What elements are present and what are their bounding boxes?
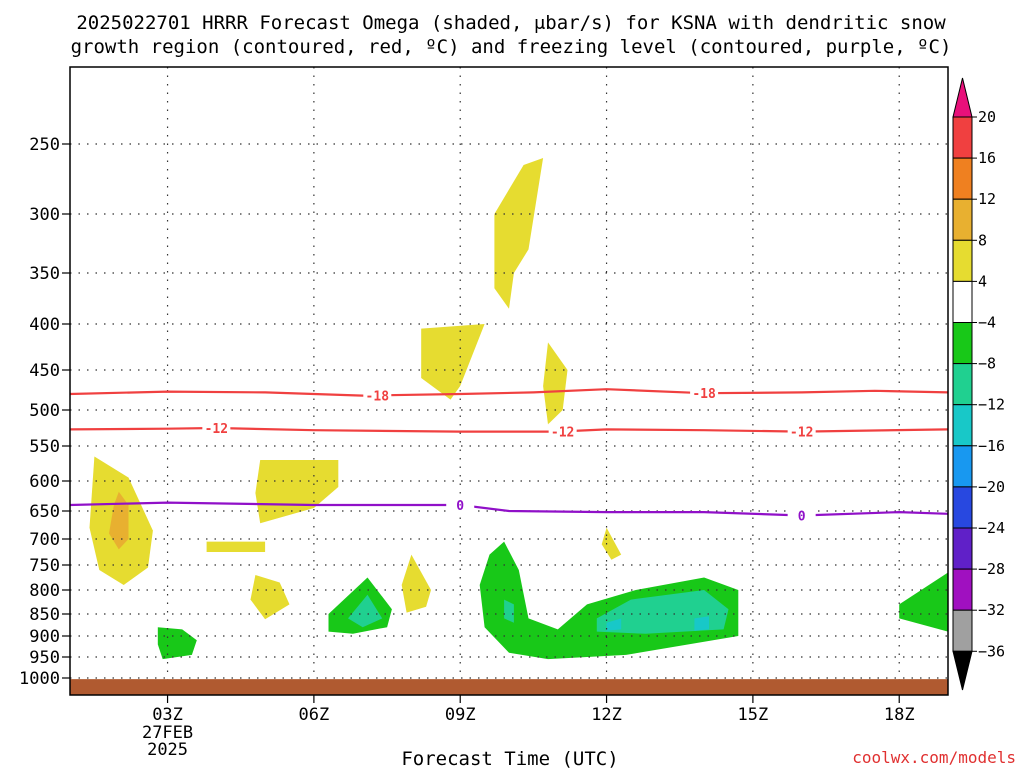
contour-label--18-0: -18 [366,389,390,404]
plot-contents: -18 -18 -12 -12 -12 0 0 [70,67,948,695]
x-tick-sub-date: 27FEB [142,723,193,743]
omega-region-8 [543,342,568,425]
x-axis-label: Forecast Time (UTC) [401,748,618,768]
x-tick-label-09Z: 09Z [445,705,476,725]
omega-region-9 [601,527,622,560]
colorbar-label-8: −16 [978,437,1005,455]
y-tick-label-700: 700 [29,530,60,550]
omega-region-6 [421,324,485,400]
colorbar-segment-8 [952,445,973,488]
colorbar-label-11: −28 [978,560,1005,578]
colorbar-label-7: −12 [978,396,1005,414]
y-tick-label-650: 650 [29,502,60,522]
colorbar: 20 16 12 8 4 −4 −8 −12 −16 −20 −24 −28 −32 −36 [952,77,1005,691]
x-tick-label-15Z: 15Z [738,705,769,725]
colorbar-segment-2 [952,198,973,241]
colorbar-label-10: −24 [978,519,1005,537]
contour-label-bg [690,385,719,402]
y-tick-label-400: 400 [29,315,60,335]
y-tick-label-800: 800 [29,581,60,601]
contour-label-bg [548,423,577,440]
colorbar-segment-11 [952,568,973,611]
colorbar-label-5: −4 [978,314,996,332]
omega-region-5 [401,554,431,613]
contour-label-bg [787,507,816,524]
omega-region-3 [255,460,339,524]
colorbar-segment-5 [952,322,973,365]
colorbar-label-4: 4 [978,272,987,290]
y-tick-label-500: 500 [29,401,60,421]
y-tick-label-300: 300 [29,205,60,225]
y-tick-label-450: 450 [29,361,60,381]
colorbar-segment-4 [952,280,973,323]
chart-title-line-2: growth region (contoured, red, ºC) and f… [71,36,952,58]
colorbar-label-3: 8 [978,231,987,249]
x-tick-sub-year: 2025 [147,740,188,760]
isotherm-contour-0 [70,501,948,517]
contour-label-bg [363,387,392,404]
omega-region-2 [206,541,266,552]
y-tick-label-750: 750 [29,556,60,576]
colorbar-segment-12 [952,609,973,652]
y-tick-label-950: 950 [29,648,60,668]
omega-region-18 [694,616,709,631]
colorbar-segment-9 [952,486,973,529]
contour-label--18-1: -18 [692,387,716,402]
colorbar-segment-3 [952,239,973,282]
colorbar-label-13: −36 [978,642,1005,660]
y-tick-label-1000: 1000 [19,669,60,689]
colorbar-segment-0 [952,116,973,159]
x-tick-label-03Z: 03Z [152,705,183,725]
omega-region-14 [348,594,383,628]
colorbar-bottom-triangle [952,650,973,691]
ground-band [70,679,948,695]
colorbar-label-1: 16 [978,149,996,167]
plot-area: -18 -18 -12 -12 -12 0 0 250 300 350 400 450 500 550 60… [19,66,949,760]
contour-label-0-0: 0 [456,499,464,514]
omega-region-1 [109,491,129,550]
colorbar-top-triangle [952,77,973,118]
chart-title-line-1: 2025022701 HRRR Forecast Omega (shaded, … [76,12,946,34]
colorbar-label-9: −20 [978,478,1005,496]
plot-frame [69,66,949,696]
y-tick-label-900: 900 [29,627,60,647]
contour-label-0-1: 0 [798,509,806,524]
y-tick-label-350: 350 [29,264,60,284]
y-tick-label-550: 550 [29,437,60,457]
colorbar-label-2: 12 [978,190,996,208]
x-tick-label-12Z: 12Z [591,705,622,725]
x-tick-label-18Z: 18Z [884,705,915,725]
colorbar-label-6: −8 [978,355,996,373]
colorbar-segment-6 [952,363,973,406]
contour-label-bg [446,497,475,513]
omega-region-7 [494,158,544,309]
colorbar-segment-1 [952,157,973,200]
contour-label-bg [202,420,231,436]
colorbar-segment-7 [952,404,973,447]
colorbar-segment-10 [952,527,973,570]
omega-region-4 [250,575,290,620]
y-tick-label-250: 250 [29,135,60,155]
omega-region-13 [899,572,948,632]
y-tick-label-600: 600 [29,472,60,492]
isotherm-contour--12 [70,426,948,433]
colorbar-label-12: −32 [978,601,1005,619]
omega-region-16 [504,599,514,623]
contour-label--12-0: -12 [205,422,228,437]
omega-region-10 [157,627,197,660]
omega-region-17 [606,618,622,631]
colorbar-label-0: 20 [978,108,996,126]
contour-label--12-2: -12 [790,426,813,441]
isotherm-contour--18 [70,388,948,397]
contour-label-bg [787,423,816,440]
credit-text: coolwx.com/models [852,748,1016,767]
x-tick-label-06Z: 06Z [299,705,330,725]
y-tick-label-850: 850 [29,605,60,625]
contour-label--12-1: -12 [551,425,574,440]
